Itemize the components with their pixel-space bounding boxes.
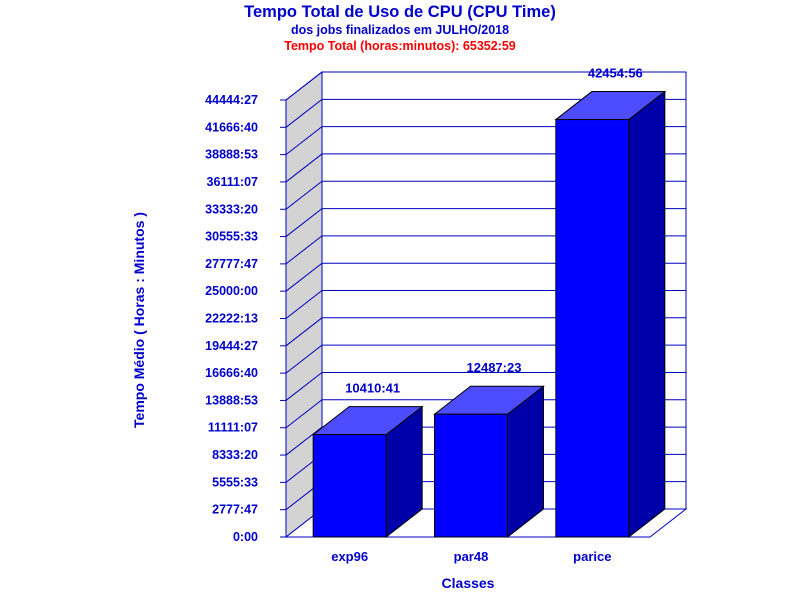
y-tick-label: 25000:00	[205, 284, 258, 298]
y-tick-label: 13888:53	[205, 393, 258, 407]
y-tick-label: 11111:07	[208, 421, 258, 435]
y-tick-label: 41666:40	[205, 120, 258, 134]
chart-subtitle: dos jobs finalizados em JULHO/2018	[291, 23, 509, 37]
bar-front	[434, 413, 508, 538]
y-tick-label: 19444:27	[205, 339, 258, 353]
bar-front	[312, 434, 387, 538]
y-axis-ticks: 0:00 2777:47 5555:33 8333:20 11111:07 13888:5…	[205, 93, 287, 544]
bar-parice: 42454:56	[554, 66, 667, 539]
x-axis-ticks: exp96 par48 parice	[331, 549, 611, 564]
bar-value-label: 12487:23	[467, 360, 522, 375]
y-axis-title: Tempo Médio ( Horas : Minutos )	[131, 212, 147, 428]
bar-value-label: 42454:56	[588, 66, 643, 81]
y-tick-label: 44444:27	[205, 93, 258, 107]
bar-front	[555, 119, 630, 538]
x-axis-title: Classes	[442, 575, 495, 591]
y-tick-label: 36111:07	[207, 175, 258, 189]
x-tick-label: exp96	[331, 549, 368, 564]
y-tick-label: 27777:47	[205, 257, 258, 271]
y-tick-label: 5555:33	[212, 475, 258, 489]
bar-side	[628, 90, 666, 539]
y-tick-label: 22222:13	[205, 312, 258, 326]
y-tick-label: 30555:33	[205, 230, 258, 244]
bar-par48: 12487:23	[433, 360, 545, 539]
y-tick-label: 0:00	[233, 530, 258, 544]
grid-line	[285, 98, 686, 128]
y-tick-label: 8333:20	[212, 448, 258, 462]
y-tick-label: 16666:40	[205, 366, 258, 380]
y-tick-label: 38888:53	[205, 148, 258, 162]
x-tick-label: par48	[454, 549, 489, 564]
chart-title: Tempo Total de Uso de CPU (CPU Time)	[244, 3, 556, 21]
bar-exp96: 10410:41	[311, 381, 424, 539]
bar-value-label: 10410:41	[345, 381, 400, 396]
y-tick-label: 2777:47	[212, 503, 258, 517]
y-tick-label: 33333:20	[205, 202, 258, 216]
bars: 10410:41 12487:23 42454:56	[311, 66, 667, 539]
chart-total: Tempo Total (horas:minutos): 65352:59	[284, 39, 516, 53]
grid-line	[285, 71, 686, 101]
x-tick-label: parice	[573, 549, 611, 564]
